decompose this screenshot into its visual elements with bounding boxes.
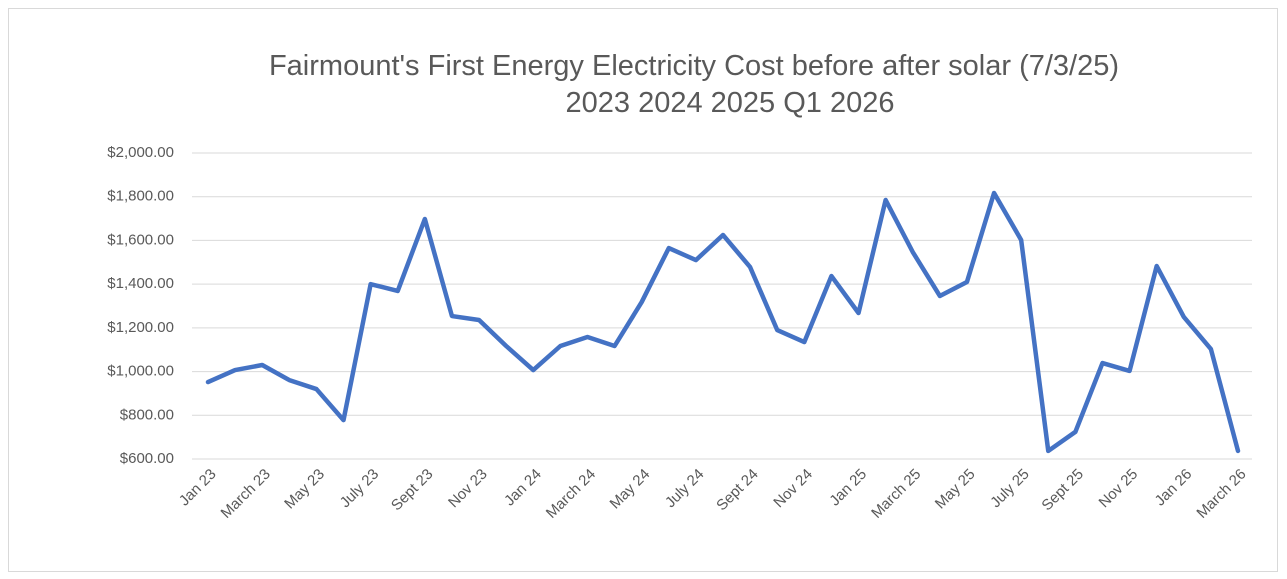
y-tick-label: $1,800.00 — [107, 188, 174, 205]
chart-subtitle: 2023 2024 2025 Q1 2026 — [566, 87, 895, 119]
y-tick-label: $1,600.00 — [107, 231, 174, 248]
y-tick-label: $1,000.00 — [107, 363, 174, 380]
chart-title: Fairmount's First Energy Electricity Cos… — [269, 50, 1119, 82]
series-line — [205, 190, 1241, 454]
y-tick-label: $800.00 — [120, 406, 174, 423]
y-tick-label: $1,200.00 — [107, 319, 174, 336]
y-tick-label: $2,000.00 — [107, 144, 174, 161]
y-tick-label: $600.00 — [120, 450, 174, 467]
chart-border — [8, 8, 1278, 572]
y-tick-label: $1,400.00 — [107, 275, 174, 292]
